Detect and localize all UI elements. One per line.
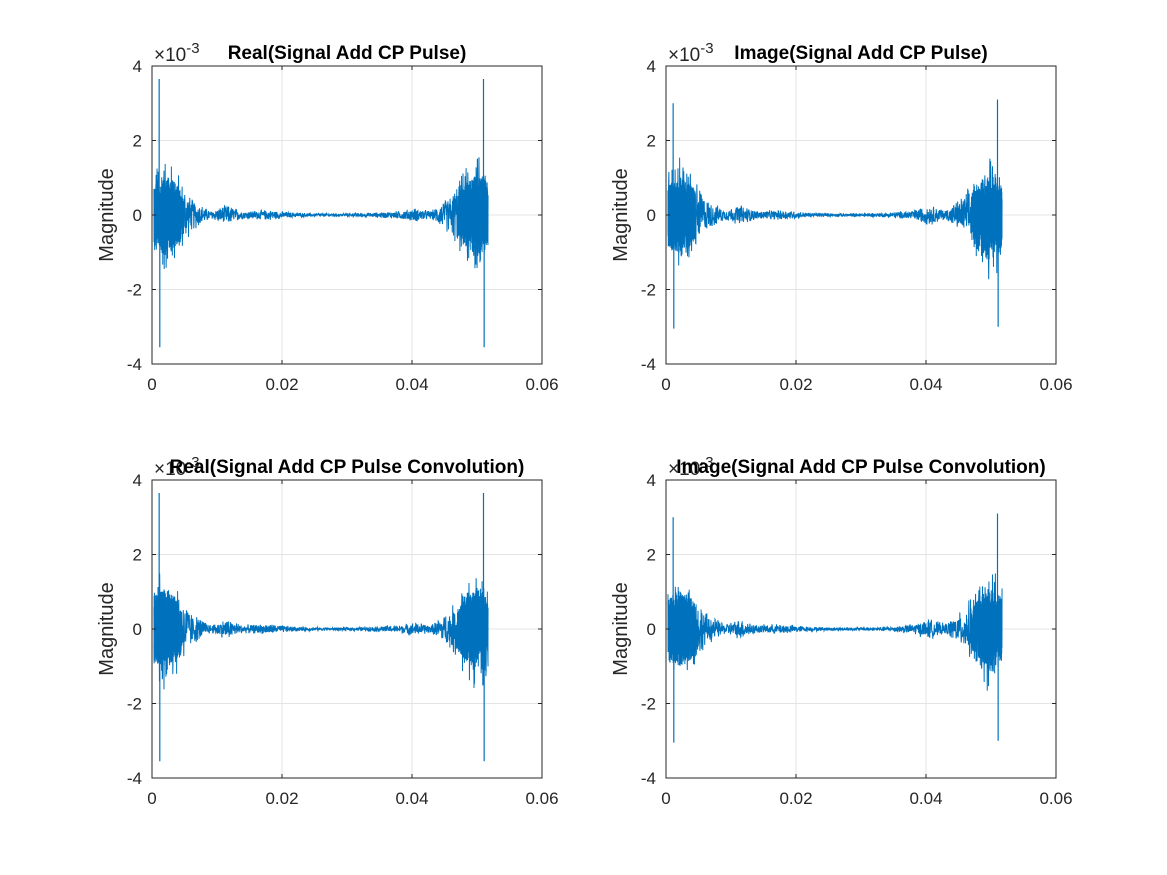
y-tick-label: -4 xyxy=(641,355,656,374)
y-tick-label: 2 xyxy=(133,132,142,151)
x-tick-label: 0.06 xyxy=(525,375,558,394)
y-axis-label: Magnitude xyxy=(610,168,632,261)
signal-burst xyxy=(667,591,696,667)
y-tick-label: 4 xyxy=(133,57,142,76)
y-tick-label: 0 xyxy=(647,206,656,225)
x-tick-label: 0.04 xyxy=(395,375,428,394)
y-tick-label: 2 xyxy=(647,132,656,151)
y-tick-label: -2 xyxy=(641,281,656,300)
x-tick-label: 0.04 xyxy=(909,375,942,394)
y-tick-label: -2 xyxy=(127,695,142,714)
y-axis-label: Magnitude xyxy=(96,582,118,675)
subplot-title: Real(Signal Add CP Pulse) xyxy=(228,43,467,64)
y-tick-label: 0 xyxy=(133,206,142,225)
signal-burst xyxy=(153,176,182,255)
y-tick-label: 4 xyxy=(647,471,656,490)
x-tick-label: 0.04 xyxy=(909,789,942,808)
signal-burst xyxy=(971,174,1003,253)
signal-burst xyxy=(457,177,489,254)
y-tick-label: 2 xyxy=(133,546,142,565)
y-tick-label: 4 xyxy=(133,471,142,490)
signal-burst xyxy=(457,590,489,668)
y-tick-label: -4 xyxy=(127,769,142,788)
x-tick-label: 0.02 xyxy=(779,789,812,808)
x-tick-label: 0.02 xyxy=(265,375,298,394)
signal-trace xyxy=(153,157,489,269)
subplot-title: Image(Signal Add CP Pulse) xyxy=(734,43,987,64)
subplot-3: 0 0.02 0.04 0.06 -4 -2 0 2 4 Magnitude ×10-3Real(S… xyxy=(96,454,559,808)
signal-burst xyxy=(971,590,1003,670)
y-tick-label: 2 xyxy=(647,546,656,565)
y-exponent-value: -3 xyxy=(700,454,713,471)
x-tick-label: 0 xyxy=(147,789,156,808)
x-tick-label: 0 xyxy=(147,375,156,394)
y-tick-label: -4 xyxy=(641,769,656,788)
y-exponent-value: -3 xyxy=(186,454,199,471)
signal-trace xyxy=(667,157,1003,280)
subplot-4: 0 0.02 0.04 0.06-4-2024Magnitude×10-3Image(… xyxy=(610,454,1073,808)
x-tick-label: 0.06 xyxy=(525,789,558,808)
y-exponent-multiplier: ×10-3 xyxy=(154,454,200,480)
y-tick-label: -4 xyxy=(127,355,142,374)
signal-trace xyxy=(153,573,489,690)
y-axis-label: Magnitude xyxy=(610,582,632,675)
x-tick-label: 0.02 xyxy=(779,375,812,394)
y-tick-label: -2 xyxy=(641,695,656,714)
x-tick-label: 0 xyxy=(661,789,670,808)
y-tick-label: -2 xyxy=(127,281,142,300)
y-tick-label: 0 xyxy=(133,620,142,639)
y-axis-label: Magnitude xyxy=(96,168,118,261)
x-tick-label: 0.02 xyxy=(265,789,298,808)
x-tick-label: 0.04 xyxy=(395,789,428,808)
subplot-title: Image(Signal Add CP Pulse Convolution) xyxy=(676,457,1045,478)
subplot-title: Real(Signal Add CP Pulse Convolution) xyxy=(170,457,525,478)
y-tick-label: 0 xyxy=(647,620,656,639)
y-exponent-value: -3 xyxy=(700,40,713,57)
x-tick-label: 0.06 xyxy=(1039,789,1072,808)
signal-burst xyxy=(667,178,696,253)
x-tick-label: 0.06 xyxy=(1039,375,1072,394)
y-exponent-value: -3 xyxy=(186,40,199,57)
x-tick-label: 0 xyxy=(661,375,670,394)
signal-trace xyxy=(667,573,1003,691)
y-tick-label: 4 xyxy=(647,57,656,76)
signal-burst xyxy=(153,589,182,666)
